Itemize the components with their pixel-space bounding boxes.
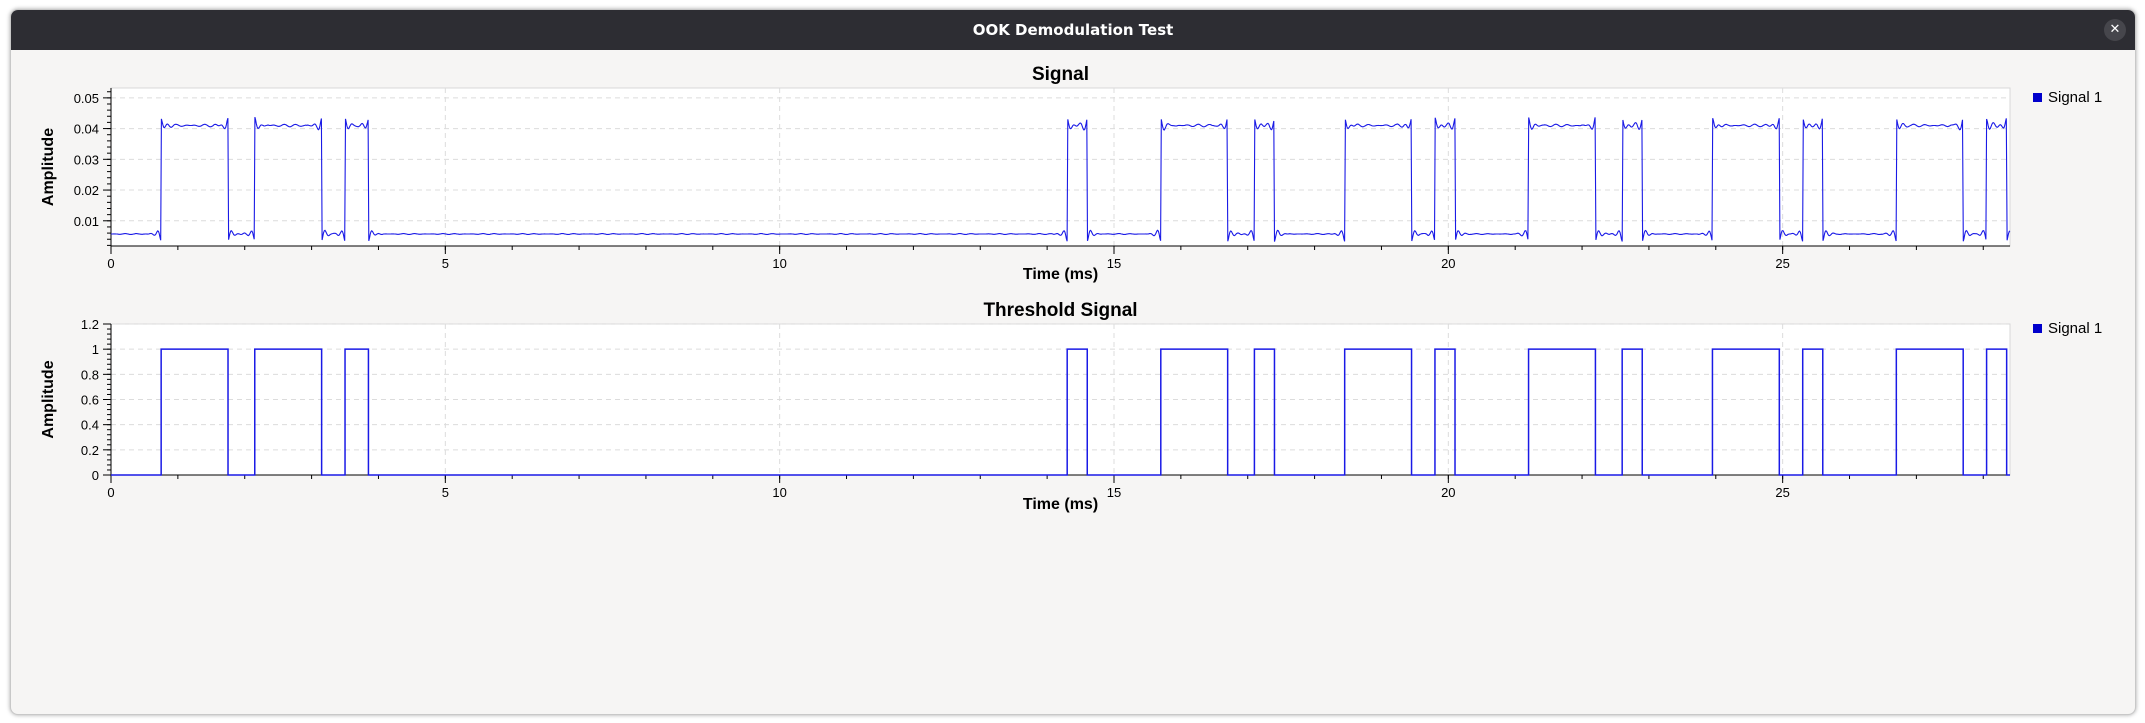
x-tick-label: 5 <box>442 485 449 500</box>
close-icon: ✕ <box>2109 22 2121 37</box>
y-tick-label: 0.01 <box>74 214 99 229</box>
plot-background <box>110 87 2011 247</box>
legend: Signal 1 <box>2033 89 2102 106</box>
y-tick-label: 0.03 <box>74 152 99 167</box>
close-button[interactable]: ✕ <box>2104 19 2126 41</box>
x-tick-label: 0 <box>107 485 114 500</box>
x-tick-label: 20 <box>1441 485 1455 500</box>
y-tick-label: 1 <box>92 342 99 357</box>
x-tick-label: 10 <box>772 256 786 271</box>
legend: Signal 1 <box>2033 320 2102 337</box>
x-tick-label: 15 <box>1107 485 1121 500</box>
y-axis-label: Amplitude <box>40 128 57 206</box>
legend-label: Signal 1 <box>2048 320 2102 337</box>
x-axis-label: Time (ms) <box>1023 266 1098 283</box>
y-tick-label: 0.2 <box>81 443 99 458</box>
y-axis-label: Amplitude <box>40 360 57 438</box>
x-axis-label: Time (ms) <box>1023 496 1098 513</box>
x-tick-label: 0 <box>107 256 114 271</box>
legend-swatch <box>2033 93 2042 102</box>
chart-area: 0 5 10 15 20 25 0.01 0.02 0.03 0.04 0.05 Signal Time… <box>11 50 2135 714</box>
chart-title: Threshold Signal <box>983 300 1137 321</box>
window-title: OOK Demodulation Test <box>972 21 1174 39</box>
series-line-signal-1 <box>111 348 2010 476</box>
y-tick-label: 0.05 <box>74 91 99 106</box>
y-tick-label: 0.6 <box>81 393 99 408</box>
x-tick-label: 20 <box>1441 256 1455 271</box>
chart-1: 0 5 10 15 20 25 0.01 0.02 0.03 0.04 0.05 Signal Time… <box>40 64 2102 283</box>
chart-title: Signal <box>1032 64 1089 85</box>
y-tick-label: 0.04 <box>74 122 99 137</box>
y-tick-label: 0 <box>92 468 99 483</box>
x-tick-label: 10 <box>772 485 786 500</box>
title-bar: OOK Demodulation Test ✕ <box>11 10 2135 50</box>
x-tick-label: 25 <box>1775 485 1789 500</box>
charts-canvas: 0 5 10 15 20 250.010.020.030.040.05SignalTime… <box>40 64 2102 513</box>
chart-2: 0 5 10 15 20 25 0 0.2 0.4 0.6 0.8 1 1.2 Threshold Sig… <box>40 300 2102 513</box>
y-tick-label: 0.4 <box>81 418 99 433</box>
y-tick-label: 0.02 <box>74 183 99 198</box>
legend-swatch <box>2033 324 2042 333</box>
legend-label: Signal 1 <box>2048 89 2102 106</box>
y-tick-label: 0.8 <box>81 367 99 382</box>
x-tick-label: 25 <box>1775 256 1789 271</box>
y-tick-label: 1.2 <box>81 317 99 332</box>
x-tick-label: 5 <box>442 256 449 271</box>
x-tick-label: 15 <box>1107 256 1121 271</box>
series-line-signal-1 <box>111 116 2011 242</box>
app-window: OOK Demodulation Test ✕ 0 5 10 15 20 25 0.01 0.… <box>10 9 2136 715</box>
